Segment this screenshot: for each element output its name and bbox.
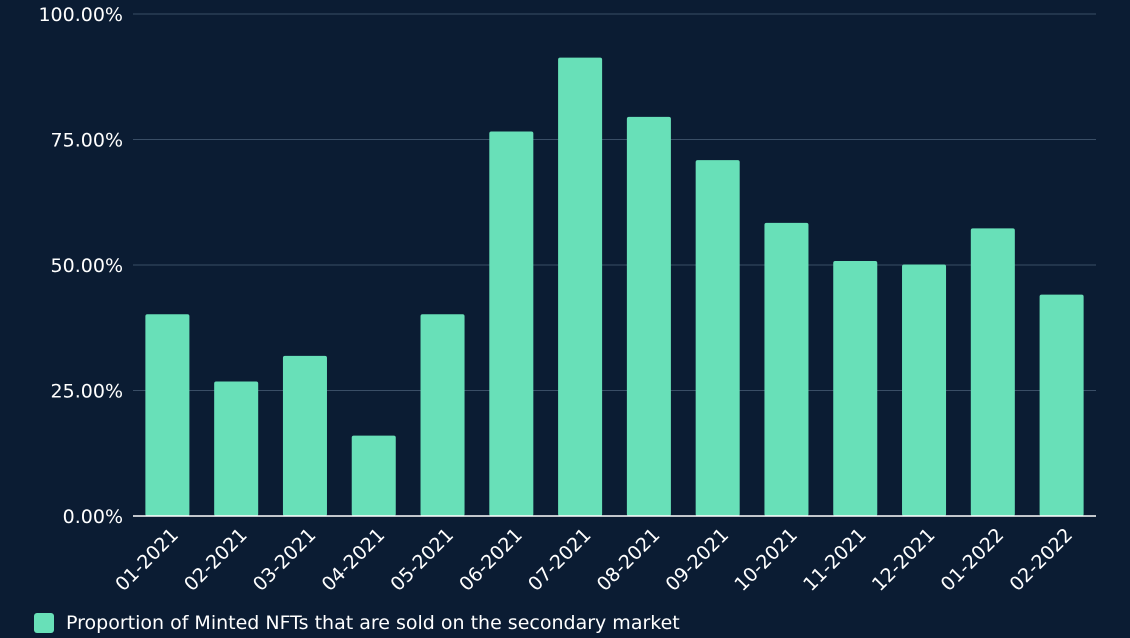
x-tick-label: 09-2021: [662, 524, 734, 596]
x-tick-label: 07-2021: [524, 524, 596, 596]
bar-01-2022[interactable]: [970, 228, 1015, 516]
bar-09-2021[interactable]: [695, 160, 740, 516]
y-tick-label: 25.00%: [51, 381, 123, 403]
bar-01-2021[interactable]: [145, 314, 190, 516]
bar-02-2021[interactable]: [214, 381, 259, 516]
x-tick-label: 12-2021: [868, 524, 940, 596]
x-tick-label: 04-2021: [318, 524, 390, 596]
y-tick-label: 50.00%: [51, 255, 123, 277]
bar-05-2021[interactable]: [420, 314, 465, 516]
x-axis-tick-labels: 01-202102-202103-202104-202105-202106-20…: [111, 524, 1077, 596]
bar-02-2022[interactable]: [1039, 294, 1084, 516]
y-tick-label: 0.00%: [63, 506, 123, 528]
bar-06-2021[interactable]: [489, 131, 534, 516]
bar-11-2021[interactable]: [833, 260, 878, 516]
x-tick-label: 01-2021: [111, 524, 183, 596]
y-tick-label: 100.00%: [38, 4, 123, 26]
legend-swatch: [34, 613, 54, 633]
x-tick-label: 01-2022: [937, 524, 1009, 596]
y-axis-tick-labels: 0.00% 25.00% 50.00% 75.00% 100.00%: [38, 4, 123, 528]
x-tick-label: 03-2021: [249, 524, 321, 596]
legend-label: Proportion of Minted NFTs that are sold …: [66, 612, 680, 634]
bars: [145, 57, 1084, 516]
gridlines: [133, 13, 1096, 391]
x-tick-label: 08-2021: [593, 524, 665, 596]
x-tick-label: 05-2021: [386, 524, 458, 596]
x-tick-label: 02-2022: [1005, 524, 1077, 596]
bar-12-2021[interactable]: [902, 264, 947, 516]
bar-08-2021[interactable]: [626, 116, 671, 516]
legend[interactable]: Proportion of Minted NFTs that are sold …: [34, 610, 680, 636]
x-tick-label: 06-2021: [455, 524, 527, 596]
x-tick-label: 02-2021: [180, 524, 252, 596]
x-tick-label: 10-2021: [730, 524, 802, 596]
x-tick-label: 11-2021: [799, 524, 871, 596]
bar-07-2021[interactable]: [558, 57, 603, 516]
bar-10-2021[interactable]: [764, 222, 809, 516]
bar-04-2021[interactable]: [351, 435, 396, 516]
bar-03-2021[interactable]: [282, 355, 327, 516]
y-tick-label: 75.00%: [51, 130, 123, 152]
